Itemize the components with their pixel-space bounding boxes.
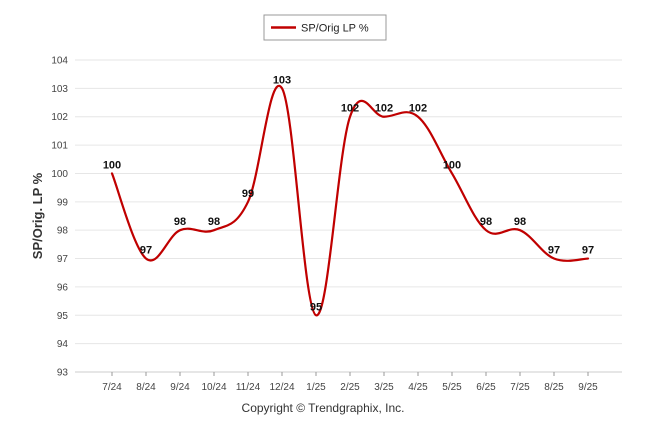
data-label: 98 [208, 216, 220, 228]
x-tick-label: 1/25 [306, 382, 326, 393]
data-label: 97 [140, 245, 152, 257]
y-tick-label: 97 [57, 254, 69, 265]
x-tick-label: 2/25 [340, 382, 360, 393]
x-tick-label: 5/25 [442, 382, 462, 393]
data-label: 103 [273, 74, 291, 86]
legend-series-name: SP/Orig LP % [301, 23, 369, 35]
x-tick-label: 11/24 [236, 382, 261, 393]
legend: SP/Orig LP % [263, 14, 387, 41]
y-axis-label: SP/Orig. LP % [30, 172, 45, 259]
x-tick-label: 4/25 [408, 382, 428, 393]
data-label: 98 [480, 216, 492, 228]
y-tick-label: 93 [57, 368, 69, 379]
x-axis-ticks: 7/24 8/24 9/24 10/24 11/24 12/24 1/25 2/25 3/25 4… [102, 372, 598, 393]
data-label: 97 [582, 245, 594, 257]
y-tick-label: 98 [57, 226, 69, 237]
series-line [110, 84, 590, 317]
data-label: 97 [548, 245, 560, 257]
series-layer [110, 84, 590, 317]
x-tick-label: 7/24 [102, 382, 122, 393]
y-tick-label: 101 [51, 141, 68, 152]
x-tick-label: 9/25 [578, 382, 598, 393]
y-tick-label: 103 [51, 84, 68, 95]
data-label: 98 [174, 216, 186, 228]
y-tick-label: 102 [51, 112, 68, 123]
x-tick-label: 10/24 [201, 382, 226, 393]
x-tick-label: 9/24 [170, 382, 190, 393]
x-tick-label: 8/24 [136, 382, 156, 393]
data-labels: 100 97 98 98 99 103 95 102 102 102 100 98 98 97 97 [103, 74, 594, 313]
data-label: 95 [310, 301, 322, 313]
x-tick-label: 3/25 [374, 382, 394, 393]
y-tick-label: 99 [57, 197, 69, 208]
data-label: 100 [103, 159, 121, 171]
x-tick-label: 8/25 [544, 382, 564, 393]
x-tick-label: 7/25 [510, 382, 530, 393]
data-label: 102 [341, 103, 359, 115]
y-tick-label: 96 [57, 282, 69, 293]
data-label: 100 [443, 159, 461, 171]
data-label: 99 [242, 188, 254, 200]
grid-lines [75, 59, 622, 373]
y-tick-label: 100 [51, 169, 68, 180]
x-tick-label: 6/25 [476, 382, 496, 393]
y-axis-ticks: 93 94 95 96 97 98 99 100 101 102 103 104 [51, 56, 68, 379]
data-label: 102 [409, 103, 427, 115]
y-tick-label: 95 [57, 311, 69, 322]
data-label: 102 [375, 103, 393, 115]
data-label: 98 [514, 216, 526, 228]
copyright-text: Copyright © Trendgraphix, Inc. [241, 401, 405, 415]
y-tick-label: 94 [57, 339, 69, 350]
y-tick-label: 104 [51, 56, 68, 67]
x-tick-label: 12/24 [269, 382, 294, 393]
